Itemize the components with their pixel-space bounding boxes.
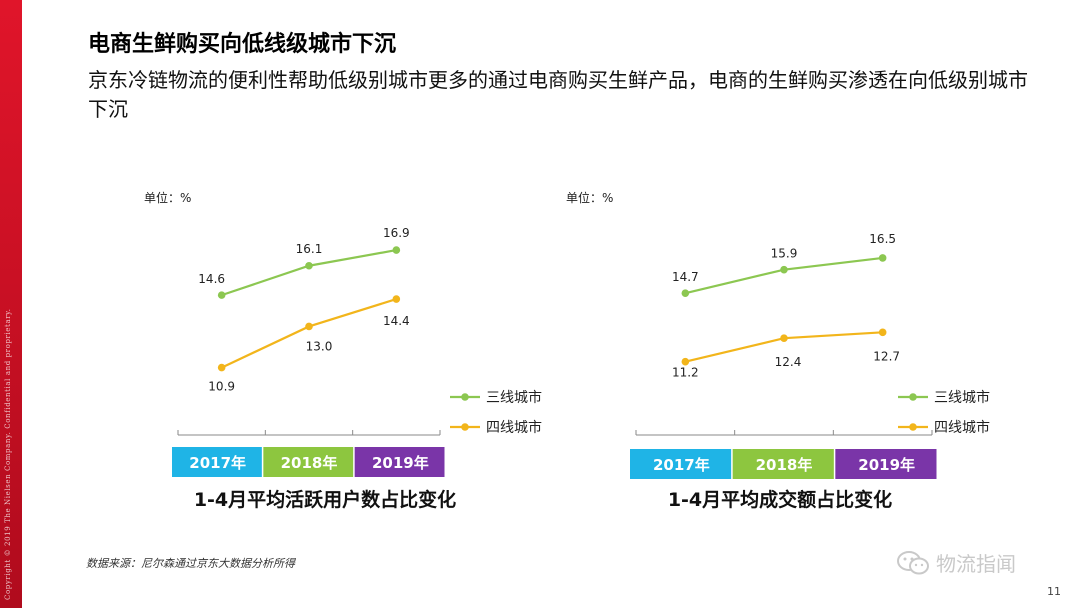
chart1-year-bar-1 [172,447,262,477]
chart2-legend-2-label: 四线城市 [934,419,990,436]
chart2-legend-1-label: 三线城市 [934,389,990,406]
chart1-series-2-point-1 [217,363,226,372]
chart2-year-label-3: 2019年 [858,456,915,474]
chart1-series-1-line [221,249,397,297]
chart1-legend-1-marker [461,393,469,401]
chart1-series-2-point-3 [392,295,401,303]
chart2-series-1-label-3: 16.5 [869,232,896,246]
wechat-icon [897,550,929,574]
chart2-legend-1-marker [909,393,917,401]
chart2-series-1-label-2: 15.9 [771,247,798,261]
chart1-series-1-label-3: 16.9 [383,226,410,240]
chart2-series-1-label-1: 14.7 [672,270,699,284]
chart1-year-label-2: 2018年 [281,454,338,472]
chart1-legend-1-label: 三线城市 [486,389,542,406]
chart1-legend-2-label: 四线城市 [486,419,542,436]
chart1-title: 1-4月平均活跃用户数占比变化 [194,488,456,511]
chart2-year-bar-3 [835,449,937,479]
chart2-series-1-point-2 [780,265,788,274]
chart2-series-1-point-3 [878,254,887,262]
chart1-year-label-1: 2017年 [189,454,246,472]
chart2-year-label-2: 2018年 [756,456,813,474]
chart2-year-label-1: 2017年 [653,456,710,474]
page-title: 电商生鲜购买向低线级城市下沉 [88,32,397,57]
chart2-series-2-label-2: 12.4 [775,355,802,369]
chart1-year-label-3: 2019年 [372,454,429,472]
chart2-year-bar-2 [732,449,834,479]
chart1-year-bar-3 [354,447,445,477]
chart1-series-1-point-1 [217,291,226,299]
chart2-year-bar-1 [630,449,732,479]
brand-side-bar: Copyright © 2019 The Nielsen Company. Co… [0,0,22,608]
chart2-series-2-point-2 [780,334,788,343]
chart2-series-2-point-3 [878,328,887,337]
chart1-series-2-label-1: 10.9 [208,380,235,394]
chart2-title: 1-4月平均成交额占比变化 [668,488,892,511]
chart1-series-1-label-2: 16.1 [296,242,323,256]
chart1-series-2-line [221,297,397,369]
data-source-note: 数据来源：尼尔森通过京东大数据分析所得 [86,557,295,570]
page-subtitle: 京东冷链物流的便利性帮助低级别城市更多的通过电商购买生鲜产品，电商的生鲜购买渗透… [88,68,1028,121]
page-number: 11 [1047,585,1061,598]
chart2-series-1-line [685,256,883,295]
chart1-series-1-point-3 [392,246,401,254]
chart1-series-1-label-1: 14.6 [198,272,225,286]
chart2-series-1-point-1 [681,289,690,297]
chart1-series-2-label-3: 14.4 [383,314,410,328]
chart1-year-bar-2 [263,447,354,477]
chart2-series-2-label-1: 11.2 [672,366,699,380]
watermark: 物流指闻 [896,548,1016,577]
chart1-unit-label: 单位：% [144,190,191,205]
chart1-series-1-point-2 [305,261,313,270]
chart2-unit-label: 单位：% [566,190,613,205]
chart2-series-2-label-3: 12.7 [873,349,900,363]
watermark-text: 物流指闻 [936,552,1016,576]
chart1-series-2-label-2: 13.0 [306,339,333,353]
chart2-series-2-point-1 [681,357,690,366]
chart1-series-2-point-2 [305,322,313,331]
chart2-legend-2-marker [909,423,917,431]
chart1-legend-2-marker [461,423,469,431]
